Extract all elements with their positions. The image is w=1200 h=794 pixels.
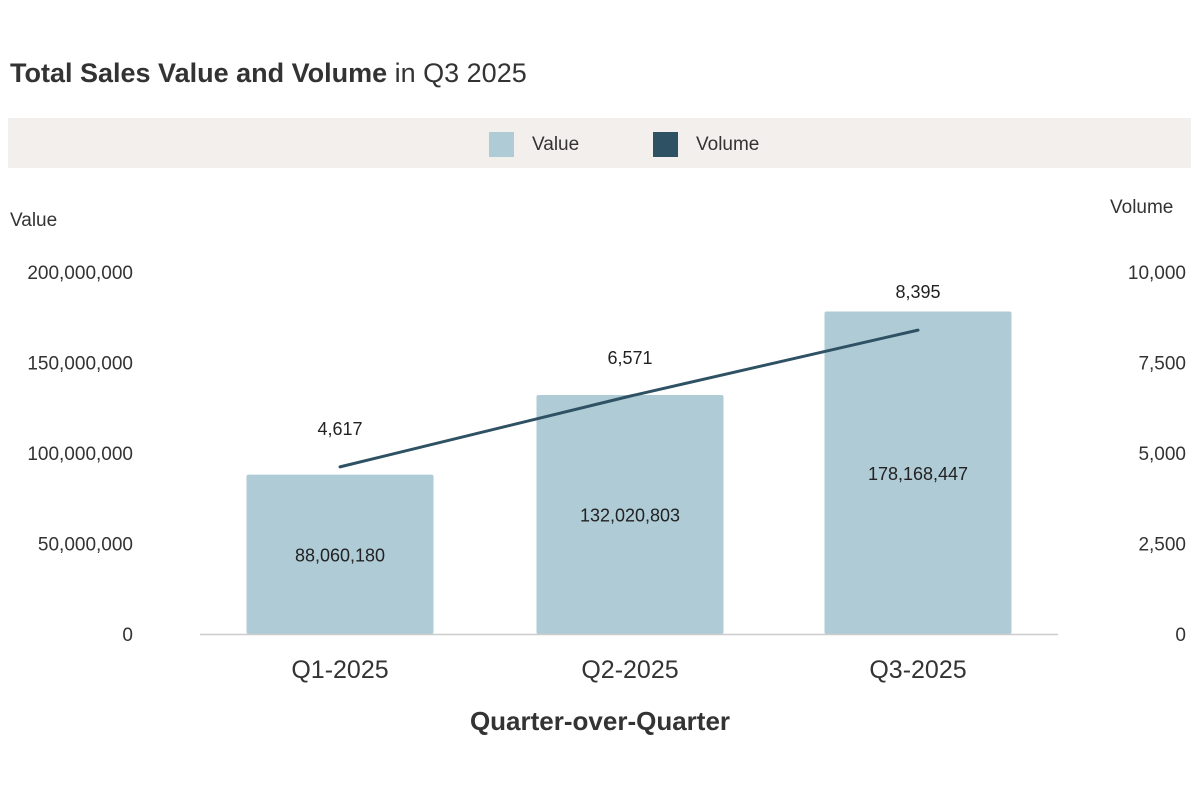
legend: Value Volume — [8, 118, 1191, 168]
legend-item-volume: Volume — [653, 132, 759, 157]
y-left-tick-label: 150,000,000 — [27, 354, 133, 375]
volume-data-label: 8,395 — [895, 282, 940, 302]
y-left-axis-title: Value — [10, 210, 58, 231]
chart-title: Total Sales Value and Volume in Q3 2025 — [10, 58, 527, 89]
y-left-tick-label: 100,000,000 — [27, 444, 133, 465]
y-right-tick-label: 5,000 — [1138, 444, 1186, 465]
y-left-tick-label: 0 — [122, 625, 133, 646]
y-right-tick-label: 7,500 — [1138, 354, 1186, 375]
y-right-tick-label: 0 — [1175, 625, 1186, 646]
bar-value — [824, 311, 1012, 634]
legend-swatch-volume — [653, 132, 678, 157]
x-axis-title: Quarter-over-Quarter — [469, 706, 731, 736]
y-right-axis-title: Volume — [1110, 197, 1174, 218]
legend-label-value: Value — [532, 133, 580, 155]
chart-title-rest: in Q3 2025 — [387, 58, 527, 88]
y-right-tick-label: 2,500 — [1138, 535, 1186, 556]
y-left-tick-label: 200,000,000 — [27, 263, 133, 284]
y-left-tick-label: 50,000,000 — [38, 535, 133, 556]
legend-item-value: Value — [489, 132, 579, 157]
bar-value — [536, 395, 724, 634]
bar-value — [246, 474, 434, 634]
bar-value-label: 132,020,803 — [580, 506, 680, 526]
legend-label-volume: Volume — [696, 133, 760, 155]
chart-title-bold: Total Sales Value and Volume — [10, 58, 388, 88]
x-tick-label: Q2-2025 — [581, 656, 678, 684]
legend-swatch-value — [489, 132, 514, 157]
volume-data-label: 6,571 — [607, 348, 652, 368]
bar-value-label: 178,168,447 — [868, 464, 968, 484]
x-tick-label: Q1-2025 — [291, 656, 388, 684]
bar-value-label: 88,060,180 — [295, 545, 385, 565]
volume-data-label: 4,617 — [317, 419, 362, 439]
x-tick-label: Q3-2025 — [869, 656, 966, 684]
y-right-tick-label: 10,000 — [1128, 263, 1186, 284]
